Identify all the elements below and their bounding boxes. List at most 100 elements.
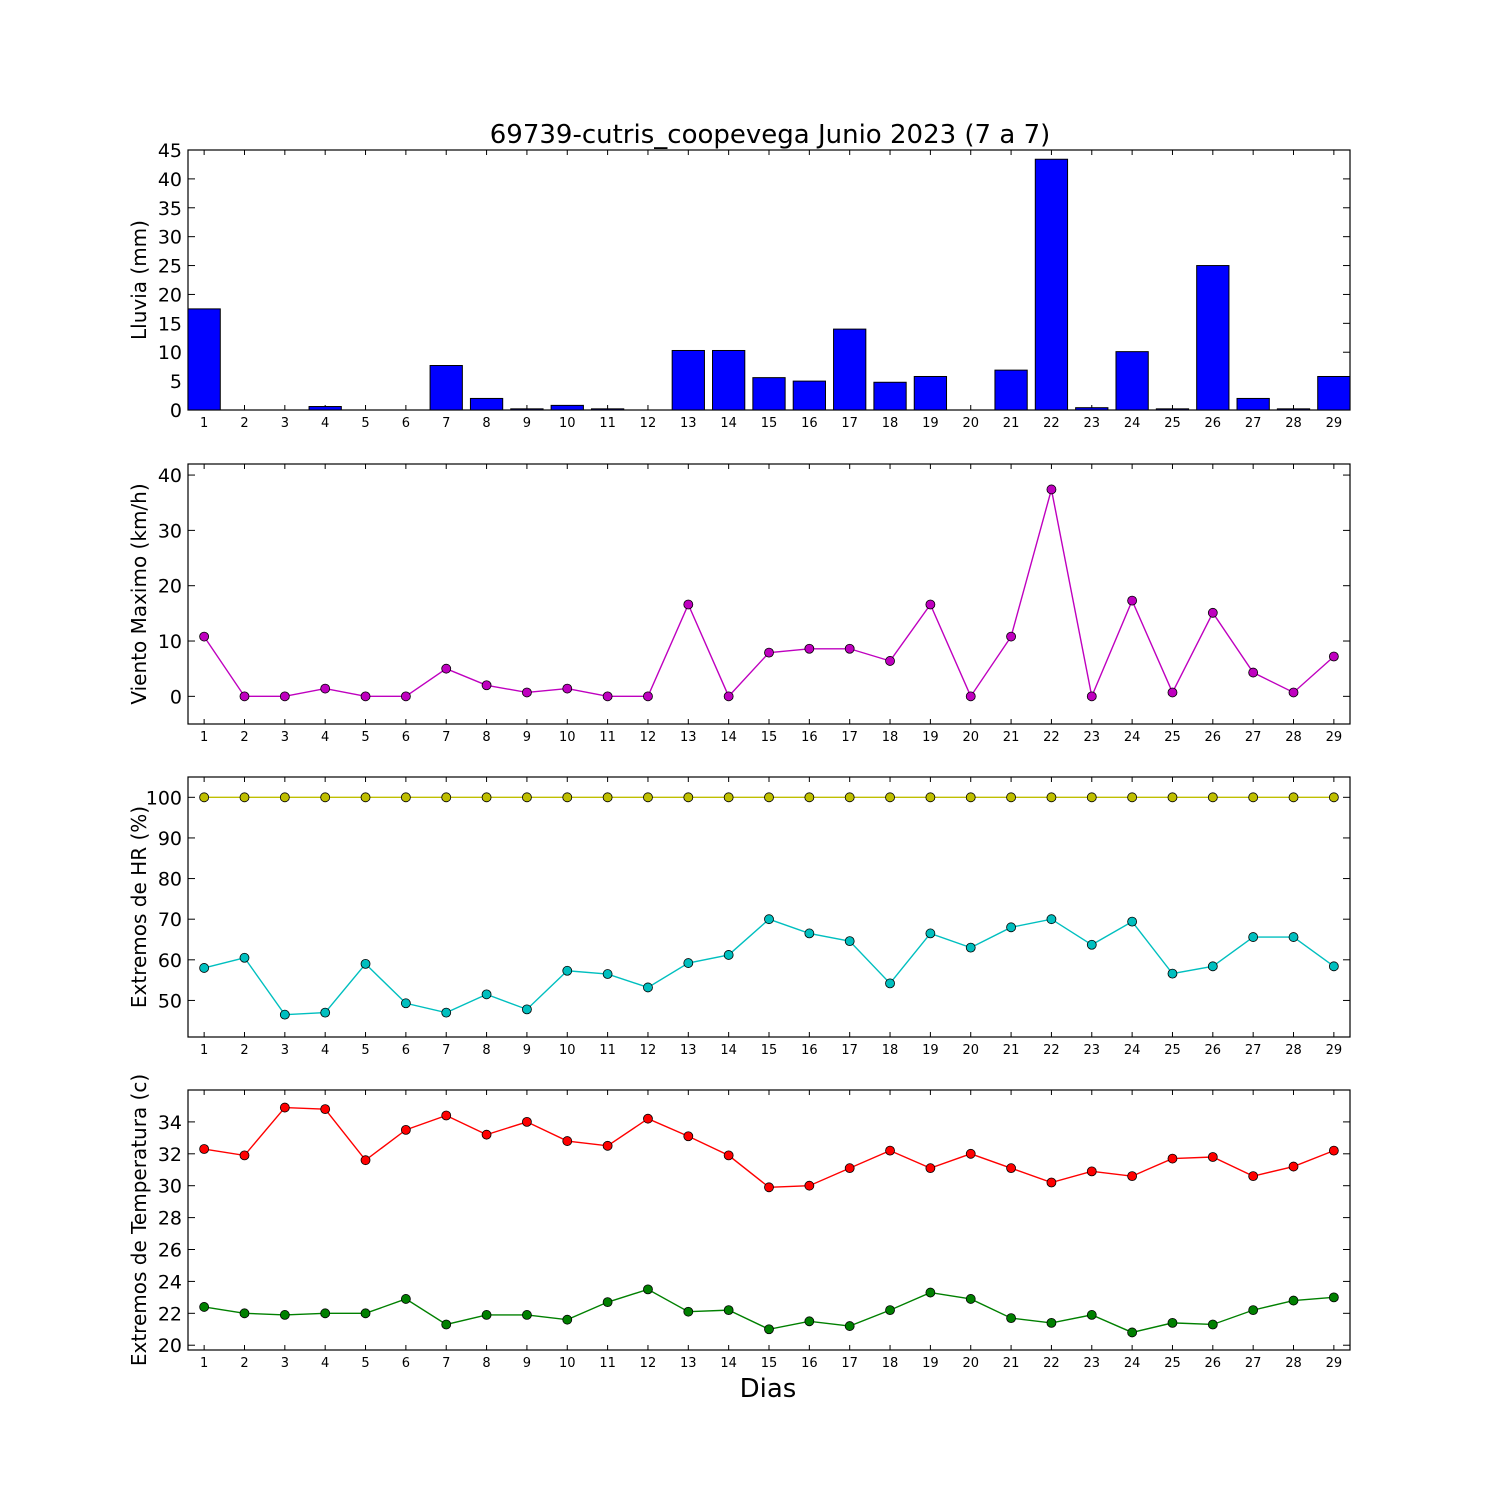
y-tick-label: 28 bbox=[158, 1208, 182, 1230]
data-point bbox=[1046, 484, 1057, 495]
data-point bbox=[1086, 691, 1097, 702]
x-tick-label: 18 bbox=[882, 416, 899, 431]
x-tick-label: 9 bbox=[523, 1043, 531, 1058]
y-tick-label: 40 bbox=[158, 169, 182, 191]
data-point bbox=[1248, 1305, 1259, 1316]
data-point bbox=[764, 647, 774, 658]
bar bbox=[590, 408, 625, 411]
data-point bbox=[1207, 961, 1218, 972]
data-point bbox=[562, 792, 573, 803]
data-point bbox=[683, 1131, 694, 1142]
bar bbox=[510, 408, 544, 411]
data-point bbox=[1328, 651, 1339, 662]
x-tick-label: 28 bbox=[1285, 1043, 1302, 1058]
data-point bbox=[522, 1004, 532, 1015]
data-point bbox=[925, 928, 936, 939]
data-point bbox=[400, 691, 411, 702]
data-point bbox=[360, 691, 371, 702]
y-tick-label: 20 bbox=[158, 1335, 182, 1357]
x-tick-label: 16 bbox=[801, 416, 818, 431]
x-tick-label: 25 bbox=[1164, 730, 1181, 745]
data-point bbox=[239, 952, 250, 963]
data-point bbox=[1086, 1166, 1097, 1177]
data-point bbox=[1248, 792, 1259, 803]
data-point bbox=[1167, 792, 1178, 803]
y-axis-label: Viento Maximo (km/h) bbox=[127, 483, 151, 704]
data-point bbox=[925, 1287, 936, 1298]
data-point bbox=[239, 691, 250, 702]
data-point bbox=[723, 691, 734, 702]
x-tick-label: 25 bbox=[1164, 416, 1181, 431]
x-tick-label: 12 bbox=[640, 730, 657, 745]
data-point bbox=[562, 965, 573, 976]
data-point bbox=[1127, 792, 1138, 803]
data-point bbox=[764, 1182, 774, 1193]
x-axis-label: Dias bbox=[740, 1374, 797, 1404]
data-point bbox=[723, 1150, 734, 1161]
data-point bbox=[279, 1102, 290, 1113]
x-tick-label: 25 bbox=[1164, 1356, 1181, 1371]
x-tick-label: 13 bbox=[680, 730, 697, 745]
y-tick-label: 34 bbox=[158, 1112, 182, 1134]
x-tick-label: 4 bbox=[321, 1043, 329, 1058]
data-point bbox=[602, 691, 613, 702]
data-point bbox=[844, 1163, 855, 1174]
x-tick-label: 11 bbox=[599, 730, 616, 745]
data-point bbox=[1086, 1310, 1097, 1320]
y-tick-label: 22 bbox=[158, 1303, 182, 1325]
data-point bbox=[965, 1148, 976, 1159]
x-tick-label: 22 bbox=[1043, 416, 1060, 431]
x-tick-label: 4 bbox=[321, 730, 329, 745]
x-tick-label: 20 bbox=[962, 1043, 979, 1058]
data-point bbox=[1288, 932, 1299, 942]
data-point bbox=[965, 1294, 976, 1304]
y-tick-label: 30 bbox=[158, 227, 182, 249]
data-point bbox=[885, 1305, 895, 1316]
bar bbox=[1276, 408, 1311, 411]
x-tick-label: 14 bbox=[720, 1356, 737, 1371]
x-tick-label: 28 bbox=[1285, 1356, 1302, 1371]
x-tick-label: 23 bbox=[1084, 730, 1101, 745]
data-point bbox=[844, 643, 855, 654]
data-point bbox=[441, 663, 452, 674]
data-point bbox=[643, 1113, 653, 1124]
x-tick-label: 2 bbox=[240, 1043, 248, 1058]
y-tick-label: 70 bbox=[158, 909, 182, 931]
data-point bbox=[683, 958, 694, 968]
x-tick-label: 16 bbox=[801, 1043, 818, 1058]
data-point bbox=[804, 643, 815, 654]
y-axis-label: Lluvia (mm) bbox=[127, 220, 151, 340]
data-point bbox=[522, 792, 532, 803]
x-tick-label: 2 bbox=[240, 1356, 248, 1371]
x-tick-label: 10 bbox=[559, 730, 576, 745]
x-tick-label: 21 bbox=[1003, 416, 1020, 431]
data-point bbox=[1167, 1317, 1178, 1328]
bar bbox=[712, 349, 746, 411]
data-point bbox=[1248, 667, 1259, 678]
data-point bbox=[320, 1104, 331, 1115]
bar bbox=[752, 377, 786, 411]
data-point bbox=[804, 1180, 815, 1191]
data-point bbox=[1288, 1161, 1299, 1172]
data-point bbox=[239, 1150, 250, 1161]
bar bbox=[792, 380, 826, 411]
x-tick-label: 1 bbox=[200, 1043, 208, 1058]
x-tick-label: 19 bbox=[922, 1356, 939, 1371]
data-point bbox=[320, 1007, 331, 1018]
x-tick-label: 17 bbox=[841, 730, 858, 745]
data-point bbox=[360, 958, 371, 969]
data-point bbox=[1006, 922, 1016, 933]
data-point bbox=[804, 928, 815, 939]
data-point bbox=[279, 792, 290, 803]
data-point bbox=[1328, 792, 1339, 803]
data-point bbox=[1046, 1317, 1057, 1328]
x-tick-label: 23 bbox=[1084, 1356, 1101, 1371]
data-point bbox=[441, 792, 452, 803]
x-tick-label: 23 bbox=[1084, 416, 1101, 431]
bar bbox=[913, 375, 948, 411]
data-point bbox=[199, 1144, 210, 1154]
data-point bbox=[1046, 914, 1057, 925]
